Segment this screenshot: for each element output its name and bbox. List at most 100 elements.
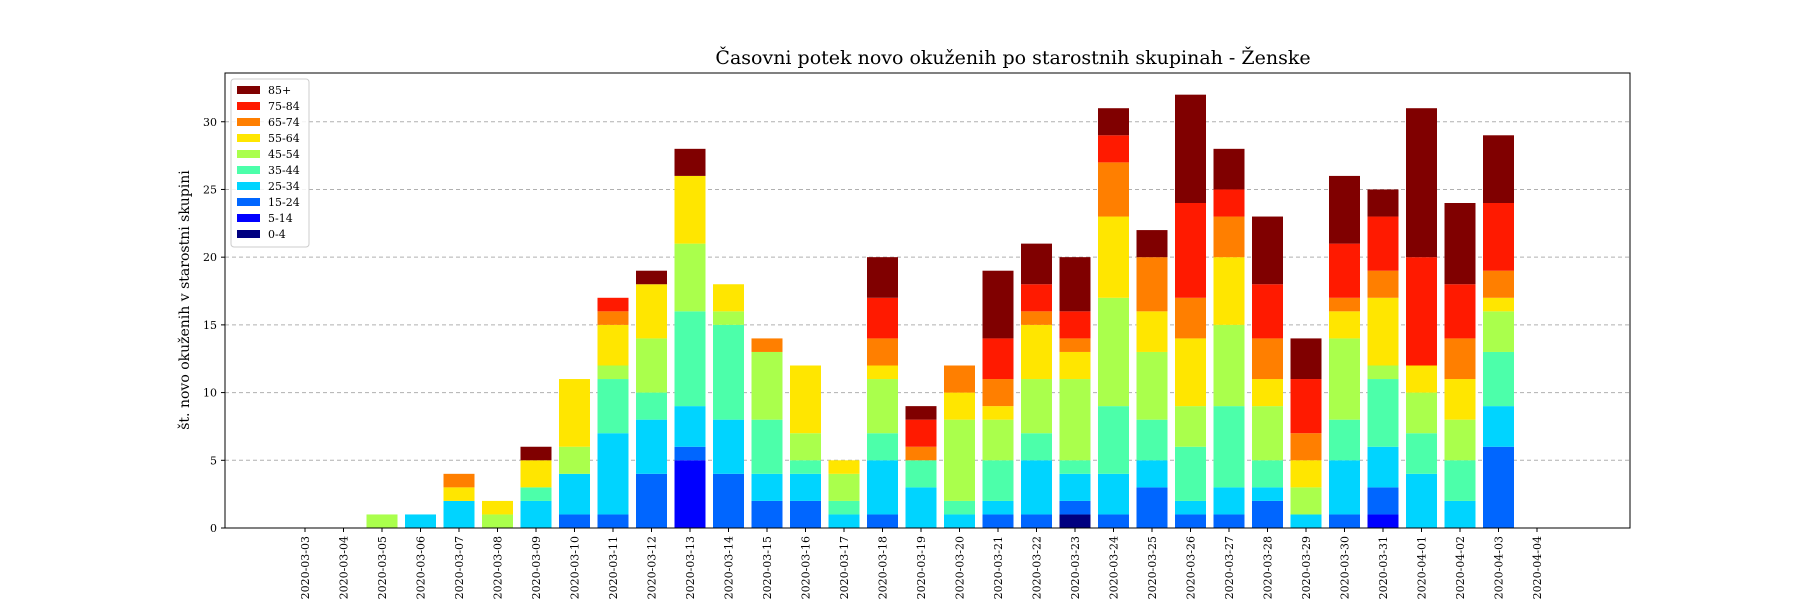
bar-segment	[982, 419, 1014, 461]
bar-segment	[1213, 189, 1245, 217]
bar-segment	[674, 148, 706, 176]
bar-segment	[1021, 311, 1052, 325]
bar-segment	[1136, 351, 1168, 420]
bar-segment	[1059, 338, 1091, 352]
bar-segment	[1329, 338, 1360, 420]
bar-segment	[1059, 514, 1091, 528]
bar-stack	[1406, 108, 1437, 528]
bar-segment	[674, 243, 706, 312]
bar-segment	[1136, 487, 1168, 528]
bar-segment	[674, 311, 706, 407]
bar-segment	[1483, 406, 1514, 447]
bar-segment	[1136, 311, 1168, 352]
bar-segment	[1290, 487, 1322, 515]
bar-segment	[1367, 189, 1399, 217]
x-tick-label: 2020-03-05	[376, 536, 389, 599]
bar-segment	[636, 284, 667, 339]
legend-swatch	[237, 198, 260, 206]
bar-segment	[1098, 162, 1129, 217]
bar-segment	[867, 257, 898, 298]
bar-stack	[405, 514, 436, 528]
bar-segment	[982, 460, 1014, 501]
bar-stack	[636, 270, 667, 528]
bar-segment	[1252, 379, 1283, 407]
y-axis-label: št. novo okuženih v starostni skupini	[176, 170, 193, 430]
bar-segment	[1175, 203, 1206, 298]
bar-segment	[1252, 406, 1283, 461]
bar-stack	[1098, 108, 1129, 528]
bar-segment	[905, 446, 937, 461]
bar-segment	[597, 433, 629, 515]
bar-segment	[1444, 419, 1476, 461]
bar-segment	[636, 270, 667, 285]
legend-swatch	[237, 118, 260, 126]
x-tick-label: 2020-03-11	[607, 536, 620, 599]
bar-segment	[482, 514, 513, 528]
bar-segment	[905, 487, 937, 528]
bars	[366, 94, 1514, 528]
bar-segment	[1329, 243, 1360, 298]
bar-segment	[1329, 419, 1360, 461]
bar-segment	[1136, 257, 1168, 312]
bar-segment	[1213, 148, 1245, 190]
x-tick-label: 2020-03-30	[1339, 536, 1352, 599]
bar-segment	[982, 514, 1014, 528]
bar-segment	[1483, 270, 1514, 298]
bar-segment	[674, 406, 706, 447]
bar-stack	[1483, 135, 1514, 528]
bar-segment	[790, 433, 821, 461]
bar-stack	[905, 406, 937, 528]
bar-segment	[1136, 460, 1168, 488]
bar-segment	[1059, 473, 1091, 501]
bar-segment	[1175, 338, 1206, 407]
bar-segment	[982, 500, 1014, 515]
x-tick-label: 2020-03-24	[1108, 536, 1121, 599]
bar-segment	[636, 419, 667, 474]
bar-stack	[674, 148, 706, 528]
bar-segment	[905, 419, 937, 447]
x-tick-label: 2020-03-21	[992, 536, 1005, 599]
bar-segment	[1213, 257, 1245, 325]
bar-segment	[597, 514, 629, 528]
x-tick-label: 2020-04-04	[1531, 536, 1544, 599]
x-tick-label: 2020-03-28	[1262, 536, 1275, 599]
legend-label: 35-44	[268, 164, 300, 177]
bar-segment	[1175, 297, 1206, 339]
bar-segment	[1329, 514, 1360, 528]
bar-segment	[1098, 108, 1129, 136]
bar-segment	[1483, 311, 1514, 352]
bar-segment	[1175, 500, 1206, 515]
bar-segment	[520, 460, 552, 488]
bar-segment	[751, 351, 783, 420]
legend-swatch	[237, 230, 260, 238]
bar-stack	[1059, 257, 1091, 528]
x-tick-label: 2020-03-13	[684, 536, 697, 599]
bar-segment	[1098, 473, 1129, 515]
legend-label: 65-74	[268, 116, 300, 129]
bar-segment	[1098, 297, 1129, 407]
bar-segment	[1406, 473, 1437, 528]
x-axis: 2020-03-03 2020-03-04 2020-03-05 2020-03-06…	[299, 528, 1544, 599]
bar-segment	[1213, 487, 1245, 515]
bar-segment	[982, 406, 1014, 420]
bar-segment	[1252, 216, 1283, 285]
bar-segment	[366, 514, 398, 528]
bar-segment	[1290, 433, 1322, 461]
bar-stack	[982, 270, 1014, 528]
x-tick-label: 2020-04-01	[1416, 536, 1429, 599]
x-tick-label: 2020-03-29	[1300, 536, 1313, 599]
bar-segment	[597, 311, 629, 325]
bar-segment	[867, 338, 898, 366]
bar-segment	[1175, 514, 1206, 528]
x-tick-label: 2020-04-03	[1493, 536, 1506, 599]
x-tick-label: 2020-03-23	[1069, 536, 1082, 599]
x-tick-label: 2020-03-04	[338, 536, 351, 599]
x-tick-label: 2020-03-22	[1031, 536, 1044, 599]
x-tick-label: 2020-03-26	[1185, 536, 1198, 599]
bar-segment	[828, 500, 860, 515]
bar-stack	[1329, 175, 1360, 528]
bar-segment	[520, 500, 552, 528]
legend-label: 5-14	[268, 212, 293, 225]
legend-swatch	[237, 166, 260, 174]
